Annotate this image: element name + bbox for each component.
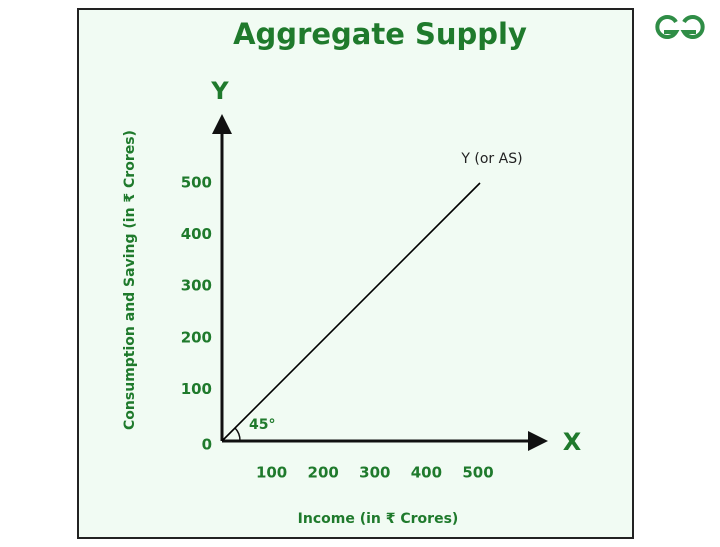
x-tick-label: 200 xyxy=(308,464,339,482)
y-tick-label: 500 xyxy=(181,174,212,192)
y-tick-label: 400 xyxy=(181,225,212,243)
logo-right xyxy=(680,15,705,39)
x-axis-letter: X xyxy=(563,428,582,456)
series-label: Y (or AS) xyxy=(460,151,522,167)
x-tick-label: 400 xyxy=(411,464,442,482)
x-tick-label: 300 xyxy=(359,464,390,482)
y-axis-label: Consumption and Saving (in ₹ Crores) xyxy=(122,130,138,430)
y-tick-label: 300 xyxy=(181,277,212,295)
y-tick-label: 200 xyxy=(181,328,212,346)
x-tick-label: 500 xyxy=(462,464,493,482)
y-arrow xyxy=(212,114,232,134)
logo xyxy=(655,15,705,39)
chart-frame xyxy=(77,8,634,539)
logo-left xyxy=(655,15,680,39)
angle-label: 45° xyxy=(249,417,275,433)
x-tick-label: 100 xyxy=(256,464,287,482)
axes xyxy=(212,114,548,451)
series-line xyxy=(221,182,481,442)
chart-title: Aggregate Supply xyxy=(233,17,527,51)
x-axis-label: Income (in ₹ Crores) xyxy=(298,511,459,527)
y-tick-label: 100 xyxy=(181,380,212,398)
y-tick-label: 0 xyxy=(202,436,212,454)
y-axis-letter: Y xyxy=(210,77,229,105)
x-arrow xyxy=(528,431,548,451)
